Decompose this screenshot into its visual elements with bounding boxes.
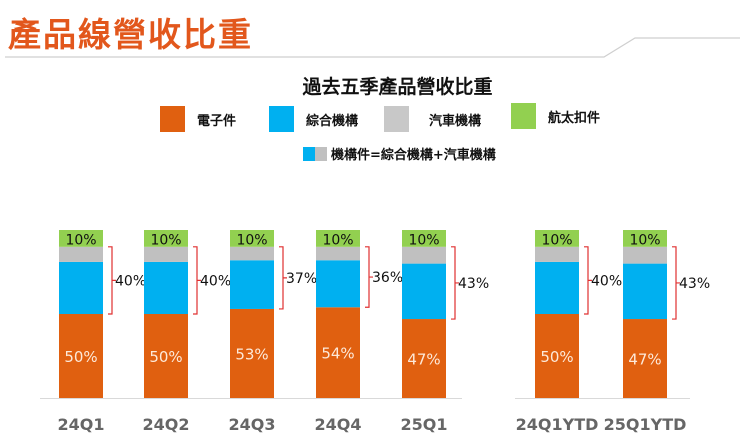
- bar-auto-mechanism: [59, 246, 103, 262]
- bar-general-mechanism: [623, 263, 667, 320]
- category-label: 24Q2: [143, 415, 190, 434]
- machinery-bracket: [672, 246, 680, 320]
- category-label: 24Q1YTD: [516, 415, 599, 434]
- legend-note-text: 機構件=綜合機構+汽車機構: [331, 148, 496, 163]
- category-label: 25Q1: [401, 415, 448, 434]
- machinery-label: 43%: [679, 276, 710, 292]
- machinery-bracket: [365, 246, 373, 308]
- bar-general-mechanism: [144, 261, 188, 314]
- legend-swatch: [269, 106, 294, 132]
- machinery-label: 40%: [115, 273, 146, 289]
- bar-general-mechanism: [402, 263, 446, 320]
- machinery-bracket: [584, 246, 592, 315]
- category-label: 24Q1: [58, 415, 105, 434]
- bar-electronic: [535, 314, 579, 398]
- bar-aerospace: [623, 230, 667, 247]
- legend-label: 綜合機構: [306, 113, 359, 129]
- aerospace-label: 10%: [629, 232, 660, 248]
- electronic-label: 50%: [64, 348, 97, 366]
- bar-electronic: [144, 314, 188, 398]
- legend-note: 機構件=綜合機構+汽車機構: [303, 144, 496, 163]
- bar-aerospace: [230, 230, 274, 247]
- bar-aerospace: [144, 230, 188, 247]
- bar-aerospace: [59, 230, 103, 247]
- machinery-bracket: [451, 246, 459, 320]
- electronic-label: 47%: [407, 351, 440, 369]
- electronic-label: 53%: [235, 345, 268, 363]
- electronic-label: 50%: [149, 348, 182, 366]
- legend-item-auto-mechanism: 汽車機構: [384, 106, 481, 132]
- bar-general-mechanism: [59, 261, 103, 314]
- bar-electronic: [59, 314, 103, 398]
- aerospace-label: 10%: [322, 232, 353, 248]
- bar-auto-mechanism: [623, 246, 667, 264]
- electronic-label: 54%: [321, 345, 354, 363]
- machinery-label: 43%: [458, 276, 489, 292]
- machinery-label: 40%: [200, 273, 231, 289]
- machinery-label: 37%: [286, 271, 317, 287]
- chart-title: 過去五季產品營收比重: [302, 76, 493, 98]
- aerospace-label: 10%: [150, 232, 181, 248]
- aerospace-label: 10%: [65, 232, 96, 248]
- bar-electronic: [316, 307, 360, 398]
- bar-auto-mechanism: [402, 246, 446, 264]
- machinery-label: 36%: [372, 270, 403, 286]
- bar-general-mechanism: [230, 260, 274, 309]
- machinery-bracket: [193, 246, 201, 315]
- legend-swatch: [315, 146, 327, 161]
- page-title: 產品線營收比重: [8, 15, 253, 54]
- bar-electronic: [230, 308, 274, 398]
- bar-auto-mechanism: [230, 246, 274, 261]
- legend-swatch: [511, 103, 536, 129]
- legend-item-aerospace: 航太扣件: [511, 103, 600, 129]
- aerospace-label: 10%: [541, 232, 572, 248]
- machinery-label: 40%: [591, 273, 622, 289]
- legend-item-general-mechanism: 綜合機構: [269, 106, 358, 132]
- legend-swatch: [160, 106, 185, 132]
- category-label: 24Q3: [229, 415, 276, 434]
- machinery-bracket: [108, 246, 116, 315]
- aerospace-label: 10%: [236, 232, 267, 248]
- bar-auto-mechanism: [316, 246, 360, 261]
- bar-auto-mechanism: [535, 246, 579, 262]
- bar-electronic: [623, 319, 667, 398]
- machinery-bracket: [279, 246, 287, 310]
- bar-aerospace: [402, 230, 446, 247]
- electronic-label: 50%: [540, 348, 573, 366]
- legend-swatch: [384, 106, 409, 132]
- electronic-label: 47%: [628, 351, 661, 369]
- bar-general-mechanism: [535, 261, 579, 314]
- bar-aerospace: [316, 230, 360, 247]
- legend-label: 電子件: [197, 113, 237, 129]
- bar-aerospace: [535, 230, 579, 247]
- bar-general-mechanism: [316, 260, 360, 308]
- legend-label: 汽車機構: [429, 113, 482, 129]
- category-label: 24Q4: [315, 415, 362, 434]
- aerospace-label: 10%: [408, 232, 439, 248]
- legend-label: 航太扣件: [548, 110, 601, 126]
- bar-electronic: [402, 319, 446, 398]
- legend-item-electronic: 電子件: [160, 106, 236, 132]
- category-label: 25Q1YTD: [604, 415, 687, 434]
- bar-auto-mechanism: [144, 246, 188, 262]
- legend-swatch: [303, 146, 315, 161]
